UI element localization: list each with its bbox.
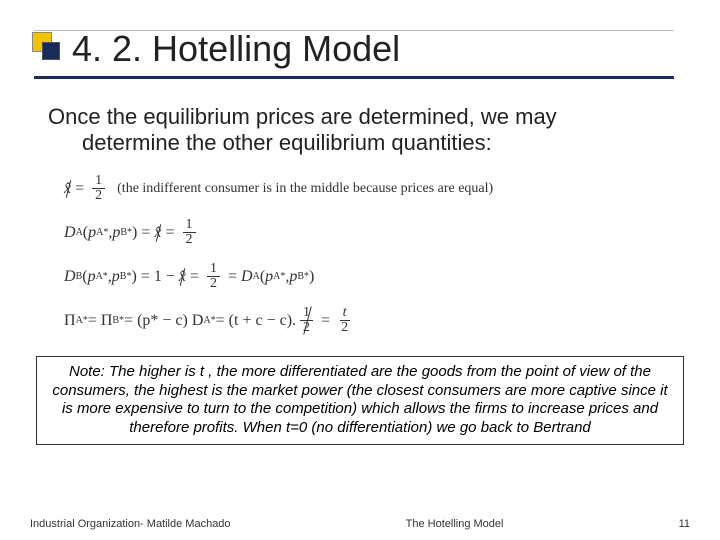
frac-1-2: 12 [207, 262, 220, 291]
footer-page-number: 11 [679, 518, 690, 530]
x-strike-icon: x̂ [64, 180, 71, 198]
rule-thin [34, 30, 674, 31]
intro-line-2: determine the other equilibrium quantiti… [48, 130, 688, 156]
frac-1-2: 12 [183, 218, 196, 247]
rule-thick [34, 76, 674, 79]
equation-3: DB(pA*, pB*) = 1 − x̂ = 12 = DA(pA*, pB*… [64, 262, 688, 292]
title-accent [32, 32, 60, 60]
intro-line-1: Once the equilibrium prices are determin… [48, 104, 557, 129]
equations-block: x̂ = 12 (the indifferent consumer is in … [48, 174, 688, 336]
x-strike-icon: x̂ [179, 268, 186, 286]
frac-1-2: 12 [92, 174, 105, 203]
accent-navy-square [42, 42, 60, 60]
slide-footer: Industrial Organization- Matilde Machado… [0, 518, 720, 530]
eq4-mid: = (t + c − c). [216, 312, 296, 330]
equation-1: x̂ = 12 (the indifferent consumer is in … [64, 174, 688, 204]
frac-t-2: t2 [338, 306, 351, 335]
note-box: Note: The higher is t , the more differe… [36, 356, 684, 445]
x-strike-icon: x̂ [154, 224, 161, 242]
eq1-note: (the indifferent consumer is in the midd… [117, 181, 493, 197]
slide-body: Once the equilibrium prices are determin… [0, 96, 720, 336]
eq4-core: (p* − c) D [137, 312, 203, 330]
equation-4: ΠA* = ΠB* = (p* − c) DA* = (t + c − c). … [64, 306, 688, 336]
equation-2: DA(pA*, pB*) = x̂ = 12 [64, 218, 688, 248]
eq1-lhs: x̂ = 12 [64, 174, 109, 203]
footer-left: Industrial Organization- Matilde Machado [30, 518, 231, 530]
frac-strike-icon: 12 [296, 306, 317, 335]
title-area: 4. 2. Hotelling Model [0, 0, 720, 96]
intro-text: Once the equilibrium prices are determin… [48, 104, 688, 156]
footer-mid: The Hotelling Model [231, 518, 679, 530]
